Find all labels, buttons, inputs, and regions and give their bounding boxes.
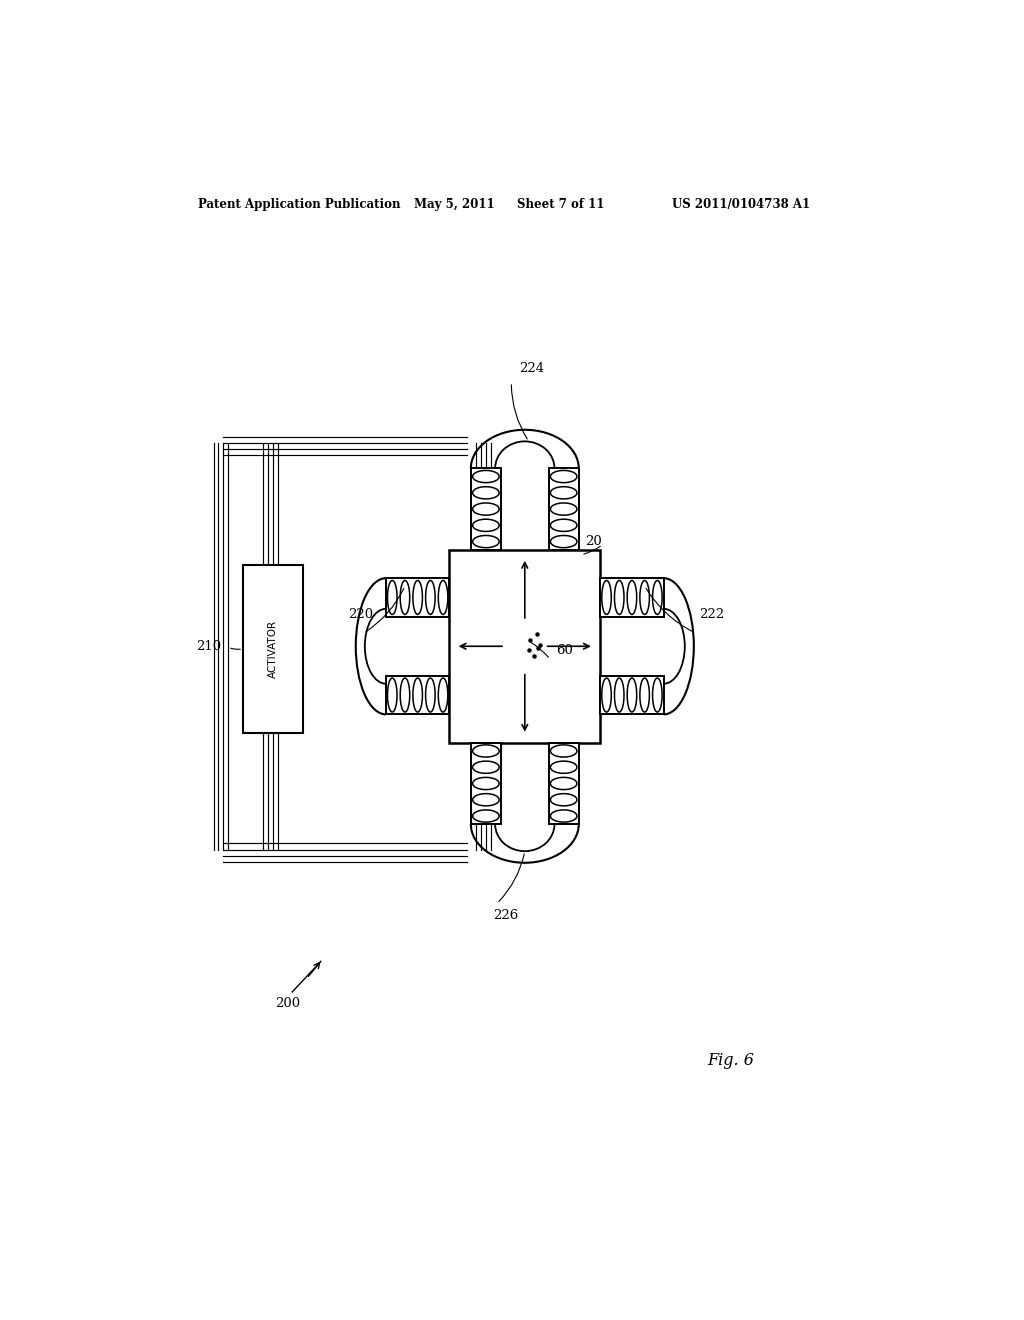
Text: 226: 226 xyxy=(494,908,518,921)
Text: 224: 224 xyxy=(519,362,545,375)
Bar xyxy=(243,565,303,733)
Text: 220: 220 xyxy=(348,607,373,620)
Bar xyxy=(450,549,600,743)
Text: 210: 210 xyxy=(197,640,221,653)
Bar xyxy=(600,578,664,616)
Bar xyxy=(471,469,501,549)
Bar xyxy=(471,743,501,824)
Text: US 2011/0104738 A1: US 2011/0104738 A1 xyxy=(672,198,810,211)
Bar xyxy=(549,469,579,549)
Text: Patent Application Publication: Patent Application Publication xyxy=(198,198,400,211)
Text: Sheet 7 of 11: Sheet 7 of 11 xyxy=(517,198,604,211)
Bar xyxy=(549,743,579,824)
Text: 60: 60 xyxy=(557,644,573,657)
Text: May 5, 2011: May 5, 2011 xyxy=(414,198,495,211)
Bar xyxy=(600,676,664,714)
Text: ACTIVATOR: ACTIVATOR xyxy=(268,620,278,678)
Text: 20: 20 xyxy=(585,535,602,548)
Text: Fig. 6: Fig. 6 xyxy=(708,1052,755,1069)
Text: 200: 200 xyxy=(274,997,300,1010)
Bar xyxy=(386,676,450,714)
Text: 222: 222 xyxy=(699,607,725,620)
Bar xyxy=(386,578,450,616)
